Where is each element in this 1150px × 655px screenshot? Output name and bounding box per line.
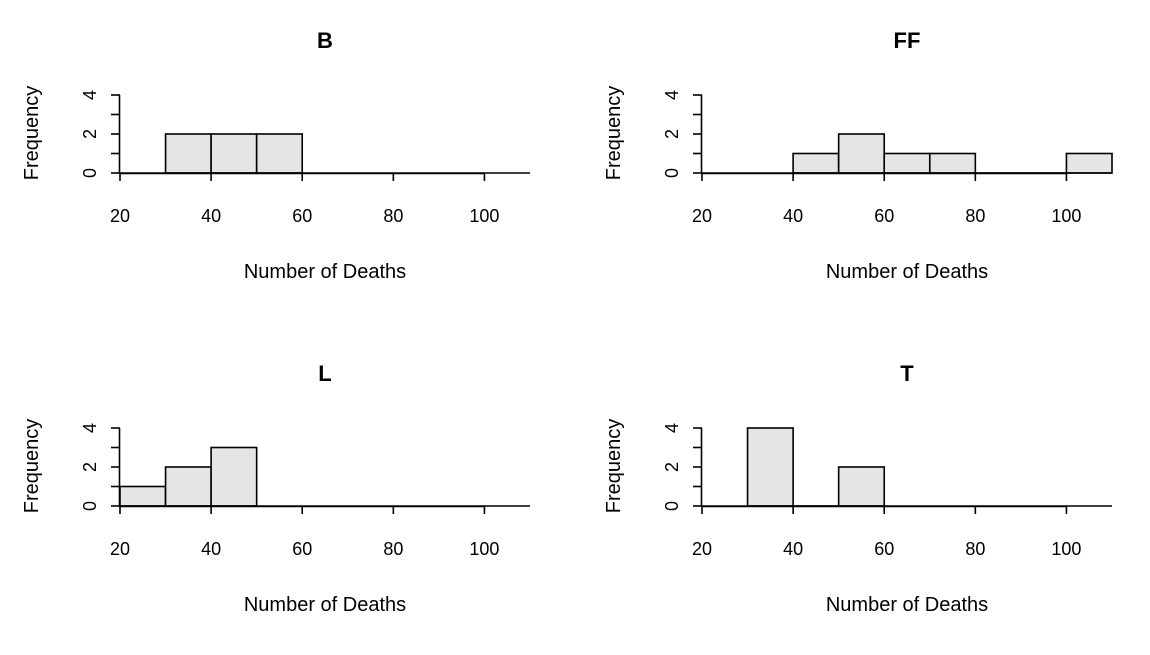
y-tick-label: 2 <box>80 462 100 472</box>
x-tick-label: 20 <box>692 206 712 226</box>
x-tick-label: 40 <box>201 539 221 559</box>
histogram-bar <box>746 427 794 507</box>
histogram-bar <box>210 446 258 507</box>
x-axis-label: Number of Deaths <box>826 261 988 283</box>
y-axis-label: Frequency <box>603 86 625 181</box>
x-tick-label: 20 <box>110 206 130 226</box>
histogram-bar <box>837 466 886 507</box>
histogram-panel-ff: 20 40 60 80 100 0 2 4 FF Number of Deaths Frequenc… <box>603 28 1113 283</box>
y-tick-label: 4 <box>80 423 100 433</box>
x-tick-label: 40 <box>783 539 803 559</box>
histogram-panel-l: 20 40 60 80 100 0 2 4 L Number of Deaths Frequency <box>21 361 530 616</box>
histogram-bar <box>210 133 258 174</box>
histogram-bar <box>883 152 931 174</box>
y-tick-label: 0 <box>80 501 100 511</box>
histogram-bar <box>119 485 167 507</box>
y-tick-label: 4 <box>80 90 100 100</box>
x-tick-label: 60 <box>292 539 312 559</box>
y-tick-label: 0 <box>662 501 682 511</box>
histogram-bar <box>928 152 977 174</box>
x-tick-label: 40 <box>783 206 803 226</box>
x-tick-label: 60 <box>874 539 894 559</box>
histogram-bar <box>164 466 212 507</box>
y-tick-label: 4 <box>662 90 682 100</box>
x-axis-label: Number of Deaths <box>244 261 406 283</box>
x-tick-label: 100 <box>1051 206 1081 226</box>
x-tick-label: 100 <box>469 539 499 559</box>
y-tick-label: 0 <box>662 168 682 178</box>
x-tick-label: 40 <box>201 206 221 226</box>
y-axis-label: Frequency <box>21 419 43 514</box>
x-tick-label: 60 <box>292 206 312 226</box>
histogram-bar <box>255 133 304 174</box>
x-tick-label: 100 <box>1051 539 1081 559</box>
panel-title: FF <box>894 28 921 53</box>
x-tick-label: 80 <box>383 539 403 559</box>
x-tick-label: 80 <box>965 206 985 226</box>
x-axis-label: Number of Deaths <box>244 594 406 616</box>
panel-title: T <box>900 361 914 386</box>
y-tick-label: 2 <box>80 129 100 139</box>
histogram-bar <box>164 133 212 174</box>
panel-title: L <box>318 361 331 386</box>
x-tick-label: 80 <box>383 206 403 226</box>
y-axis-label: Frequency <box>21 86 43 181</box>
y-tick-label: 4 <box>662 423 682 433</box>
x-tick-label: 100 <box>469 206 499 226</box>
x-tick-label: 60 <box>874 206 894 226</box>
histogram-bar <box>1065 152 1113 174</box>
x-axis-label: Number of Deaths <box>826 594 988 616</box>
x-tick-label: 20 <box>110 539 130 559</box>
histogram-panel-b: 20 40 60 80 100 0 2 4 B Number of Deaths Frequency <box>21 28 530 283</box>
x-tick-label: 20 <box>692 539 712 559</box>
histogram-panel-t: 20 40 60 80 100 0 2 4 T Number of Deaths Frequency <box>603 361 1112 616</box>
y-tick-label: 2 <box>662 129 682 139</box>
histogram-bar <box>837 133 886 174</box>
y-axis-label: Frequency <box>603 419 625 514</box>
panel-title: B <box>317 28 333 53</box>
histogram-bar <box>792 152 840 174</box>
y-tick-label: 2 <box>662 462 682 472</box>
x-tick-label: 80 <box>965 539 985 559</box>
y-tick-label: 0 <box>80 168 100 178</box>
